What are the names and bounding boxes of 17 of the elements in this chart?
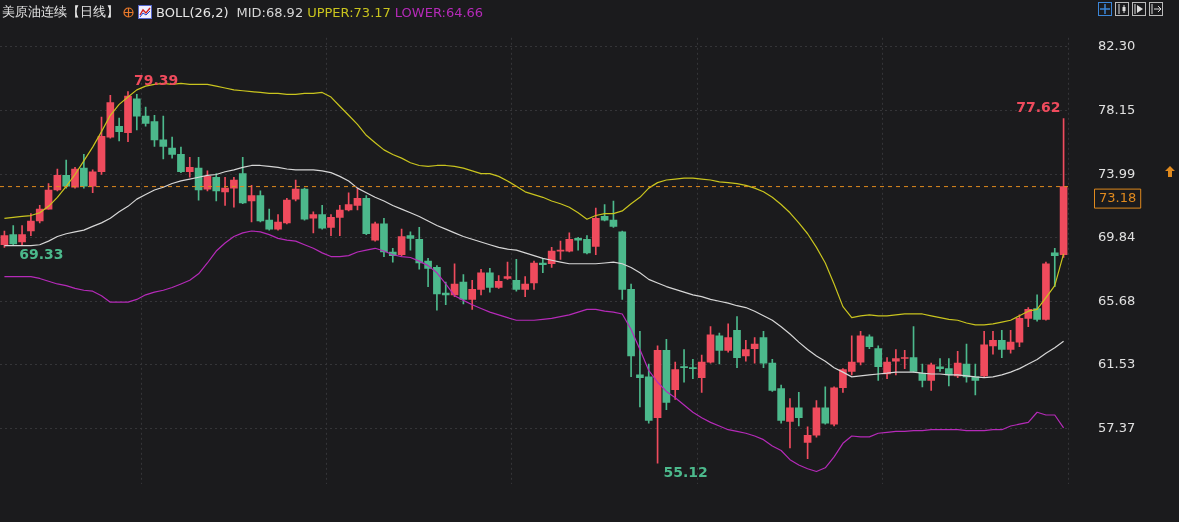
- text: MID:68.92: [236, 4, 304, 20]
- y-tick-label: 57.37: [1098, 420, 1136, 435]
- y-tick-label: 82.30: [1098, 38, 1136, 54]
- annotation: 79.39: [133, 72, 179, 89]
- ref-line-label: 73.18: [1099, 189, 1137, 205]
- annotation: 55.12: [663, 463, 708, 480]
- chart-subtitle: BOLL(26,2): [156, 4, 229, 20]
- y-tick-label: 65.68: [1098, 292, 1136, 308]
- y-tick-label: 73.99: [1098, 165, 1136, 181]
- text: LOWER:64.66: [394, 4, 484, 20]
- y-tick-label: 78.15: [1098, 101, 1136, 117]
- text: UPPER:73.17: [307, 4, 391, 20]
- chart-title: 美原油连续【日线】: [2, 3, 119, 21]
- annotation: 77.62: [1016, 99, 1061, 116]
- y-tick-label: 61.53: [1098, 356, 1136, 372]
- y-tick-label: 69.84: [1098, 229, 1136, 245]
- annotation: 69.33: [19, 246, 64, 263]
